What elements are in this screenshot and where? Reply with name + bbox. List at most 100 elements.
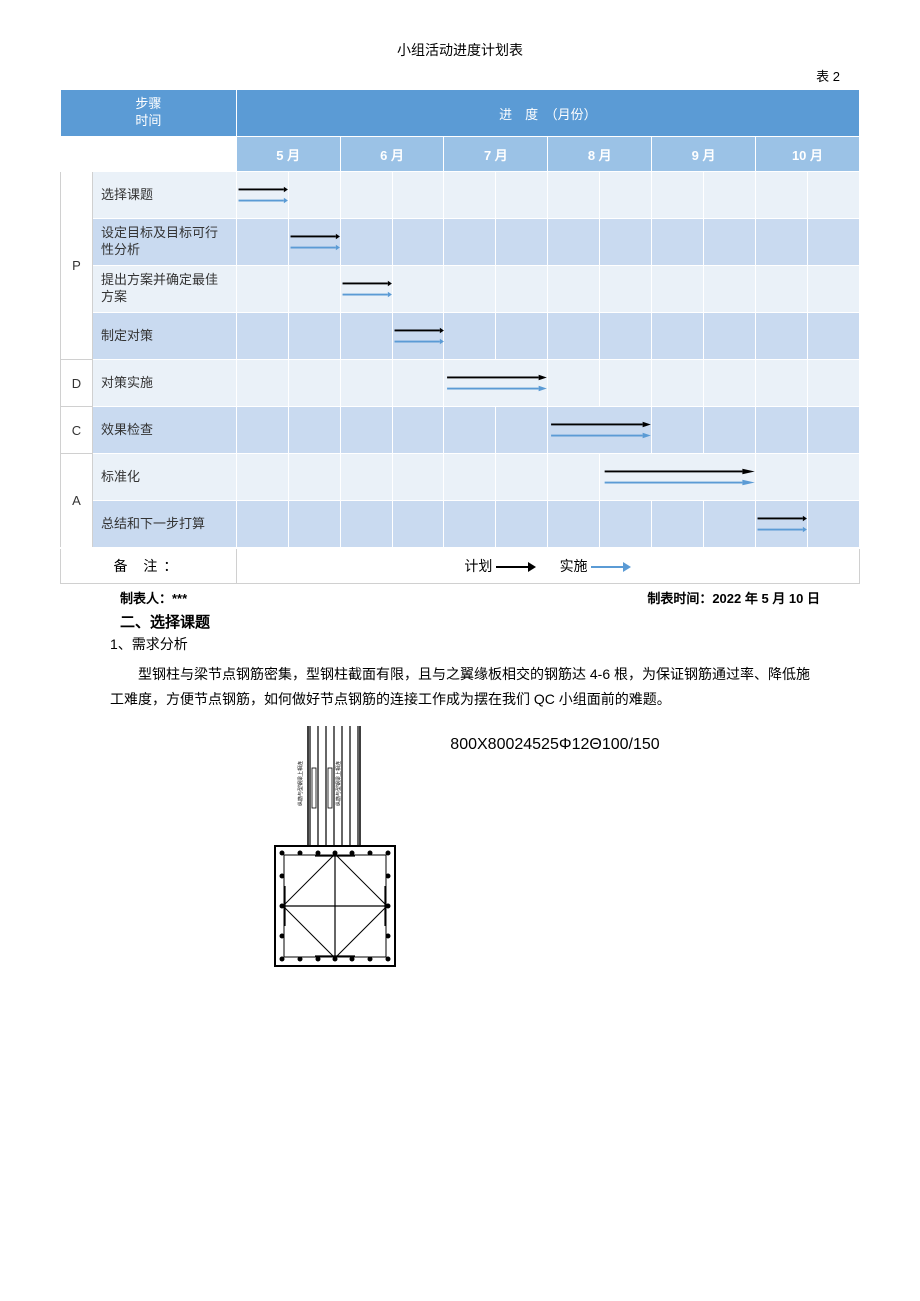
gantt-cell — [704, 219, 756, 266]
task-name: 制定对策 — [92, 313, 236, 360]
gantt-cell — [652, 172, 704, 219]
task-name: 设定目标及目标可行性分析 — [92, 219, 236, 266]
month-header: 10 月 — [756, 137, 860, 172]
gantt-cell — [807, 454, 859, 501]
gantt-cell — [548, 219, 600, 266]
gantt-bar — [236, 172, 288, 219]
gantt-cell — [496, 266, 548, 313]
gantt-cell — [392, 172, 444, 219]
month-header: 5 月 — [236, 137, 340, 172]
gantt-cell — [444, 501, 496, 549]
gantt-cell — [704, 266, 756, 313]
svg-text:纵筋与型钢梁上相连: 纵筋与型钢梁上相连 — [335, 761, 342, 806]
gantt-cell — [444, 454, 496, 501]
gantt-cell — [600, 360, 652, 407]
task-name: 提出方案并确定最佳方案 — [92, 266, 236, 313]
gantt-cell — [340, 360, 392, 407]
gantt-cell — [444, 266, 496, 313]
diagram-row: 纵筋与型钢梁上相连 纵筋与型钢梁上相连 — [60, 726, 860, 979]
task-name: 效果检查 — [92, 407, 236, 454]
gantt-cell — [496, 454, 548, 501]
gantt-cell — [600, 313, 652, 360]
task-name: 选择课题 — [92, 172, 236, 219]
legend-label: 备 注： — [61, 548, 237, 584]
gantt-cell — [548, 501, 600, 549]
legend-content: 计划 实施 — [236, 548, 859, 584]
gantt-cell — [340, 454, 392, 501]
col-progress: 进 度 （月份） — [236, 90, 859, 137]
gantt-cell — [652, 360, 704, 407]
table-row: 提出方案并确定最佳方案 — [61, 266, 860, 313]
gantt-cell — [704, 360, 756, 407]
gantt-cell — [548, 172, 600, 219]
gantt-cell — [340, 501, 392, 549]
gantt-cell — [340, 219, 392, 266]
gantt-cell — [756, 172, 808, 219]
gantt-cell — [392, 360, 444, 407]
gantt-cell — [288, 407, 340, 454]
table-row: D对策实施 — [61, 360, 860, 407]
month-header: 8 月 — [548, 137, 652, 172]
gantt-cell — [652, 266, 704, 313]
column-section-diagram: 纵筋与型钢梁上相连 纵筋与型钢梁上相连 — [260, 726, 410, 979]
table-row: 制定对策 — [61, 313, 860, 360]
gantt-cell — [392, 454, 444, 501]
gantt-cell — [756, 313, 808, 360]
gantt-bar — [392, 313, 444, 360]
gantt-cell — [288, 454, 340, 501]
author: 制表人：*** — [120, 588, 187, 607]
gantt-cell — [496, 219, 548, 266]
gantt-cell — [548, 313, 600, 360]
table-row: A标准化 — [61, 454, 860, 501]
gantt-cell — [392, 501, 444, 549]
gantt-cell — [600, 501, 652, 549]
gantt-cell — [652, 313, 704, 360]
gantt-cell — [807, 266, 859, 313]
table-row: C效果检查 — [61, 407, 860, 454]
gantt-cell — [756, 360, 808, 407]
gantt-cell — [496, 501, 548, 549]
month-header: 7 月 — [444, 137, 548, 172]
gantt-cell — [548, 360, 600, 407]
gantt-cell — [704, 313, 756, 360]
gantt-cell — [288, 360, 340, 407]
task-name: 总结和下一步打算 — [92, 501, 236, 549]
month-header: 9 月 — [652, 137, 756, 172]
gantt-cell — [807, 172, 859, 219]
gantt-cell — [444, 407, 496, 454]
subsection: 1、需求分析 — [110, 634, 860, 654]
phase-code: C — [61, 407, 93, 454]
gantt-cell — [236, 454, 288, 501]
table-row: 总结和下一步打算 — [61, 501, 860, 549]
gantt-cell — [496, 407, 548, 454]
legend-row: 备 注：计划 实施 — [61, 548, 860, 584]
gantt-cell — [496, 313, 548, 360]
gantt-cell — [288, 501, 340, 549]
gantt-cell — [704, 501, 756, 549]
section-heading: 二、选择课题 — [120, 611, 860, 632]
phase-code: D — [61, 360, 93, 407]
phase-code: P — [61, 172, 93, 360]
gantt-cell — [444, 313, 496, 360]
gantt-cell — [288, 313, 340, 360]
gantt-cell — [652, 219, 704, 266]
table-footer: 制表人：*** 制表时间：2022 年 5 月 10 日 — [60, 584, 860, 607]
gantt-cell — [756, 454, 808, 501]
gantt-bar — [444, 360, 548, 407]
gantt-cell — [288, 172, 340, 219]
paragraph: 型钢柱与梁节点钢筋密集，型钢柱截面有限，且与之翼缘板相交的钢筋达 4-6 根，为… — [110, 662, 810, 712]
gantt-cell — [236, 501, 288, 549]
gantt-cell — [236, 266, 288, 313]
phase-code: A — [61, 454, 93, 549]
gantt-cell — [392, 219, 444, 266]
table-row: P选择课题 — [61, 172, 860, 219]
gantt-cell — [288, 266, 340, 313]
gantt-cell — [704, 407, 756, 454]
gantt-cell — [392, 407, 444, 454]
gantt-cell — [756, 219, 808, 266]
gantt-cell — [444, 172, 496, 219]
gantt-cell — [652, 407, 704, 454]
gantt-cell — [392, 266, 444, 313]
gantt-bar — [600, 454, 756, 501]
diagram-label: 800X80024525Φ12Θ100/150 — [450, 736, 659, 754]
